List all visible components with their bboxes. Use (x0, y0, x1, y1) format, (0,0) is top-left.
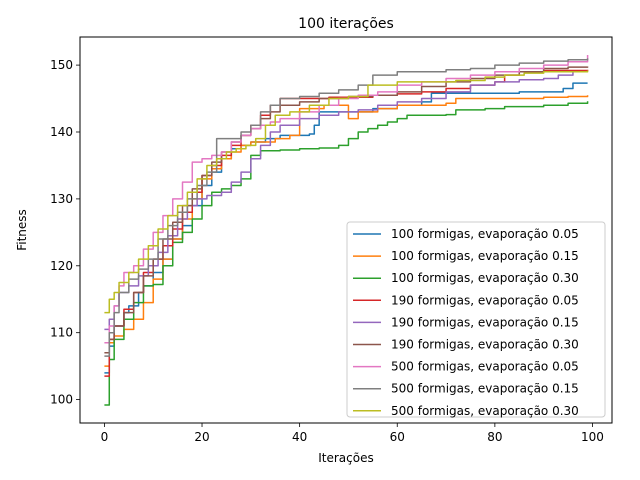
legend: 100 formigas, evaporação 0.05 100 formiga… (346, 221, 606, 418)
y-tick-label: 140 (50, 125, 73, 139)
legend-label: 500 formigas, evaporação 0.15 (391, 382, 579, 396)
series-line-3 (104, 101, 589, 406)
y-tick-label: 120 (50, 259, 73, 273)
x-tick-label: 0 (101, 430, 109, 444)
series-line-8 (104, 58, 589, 357)
legend-label: 100 formigas, evaporação 0.30 (391, 271, 579, 285)
legend-label: 100 formigas, evaporação 0.05 (391, 227, 579, 241)
x-axis: 0 20 40 60 80 100 (101, 423, 604, 444)
y-axis: 100 110 120 130 140 150 (50, 58, 80, 407)
y-axis-label: Fitness (15, 209, 29, 251)
series-line-5 (104, 71, 588, 331)
y-tick-label: 130 (50, 192, 73, 206)
y-tick-label: 100 (50, 393, 73, 407)
x-tick-label: 80 (487, 430, 502, 444)
plot-area (104, 55, 589, 406)
legend-label: 190 formigas, evaporação 0.30 (391, 338, 579, 352)
legend-label: 190 formigas, evaporação 0.05 (391, 293, 579, 307)
y-tick-label: 150 (50, 58, 73, 72)
y-tick-label: 110 (50, 326, 73, 340)
axes-frame (79, 36, 613, 424)
legend-label: 500 formigas, evaporação 0.05 (391, 360, 579, 374)
x-tick-label: 40 (292, 430, 307, 444)
x-axis-label: Iterações (318, 451, 374, 465)
legend-label: 190 formigas, evaporação 0.15 (391, 315, 579, 329)
x-tick-label: 100 (581, 430, 604, 444)
x-tick-label: 60 (390, 430, 405, 444)
legend-label: 500 formigas, evaporação 0.30 (391, 404, 579, 418)
x-tick-label: 20 (194, 430, 209, 444)
legend-label: 100 formigas, evaporação 0.15 (391, 249, 579, 263)
legend-box (346, 221, 606, 418)
chart-title: 100 iterações (298, 16, 394, 32)
series-line-9 (104, 70, 589, 314)
